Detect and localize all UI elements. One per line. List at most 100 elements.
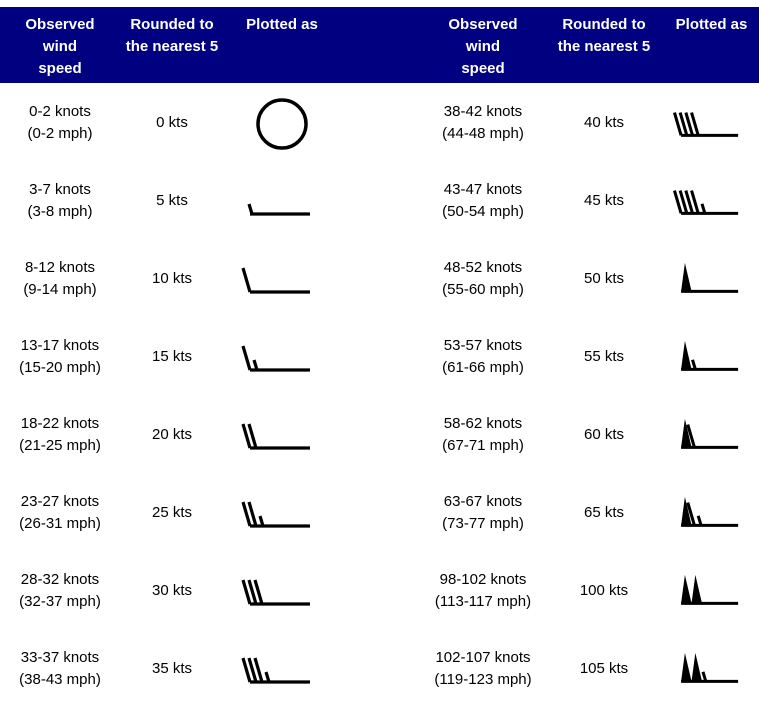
wind-barb-25-icon (241, 501, 310, 528)
observed-knots: 53-57 knots (443, 337, 523, 354)
observed-mph: (113-117 mph) (434, 593, 532, 610)
plotted-symbol-cell (232, 84, 332, 162)
rounded-speed: 105 kts (579, 660, 629, 677)
wind-barb-10-icon (241, 267, 310, 294)
observed-knots: 3-7 knots (29, 181, 91, 198)
table-row: 48-52 knots (55-60 mph) 50 kts (0, 240, 759, 318)
table-row: 102-107 knots (119-123 mph) 105 kts (0, 630, 759, 708)
observed-knots: 0-2 knots (29, 103, 91, 120)
observed-knots: 33-37 knots (20, 649, 100, 666)
observed-knots: 23-27 knots (20, 493, 100, 510)
observed-knots: 43-47 knots (443, 181, 523, 198)
plotted-symbol-cell (232, 318, 332, 396)
header-plotted-right: Plotted as (675, 16, 748, 33)
plotted-symbol-cell (664, 552, 759, 630)
observed-mph: (15-20 mph) (19, 359, 101, 376)
rounded-speed-cell: 105 kts (546, 630, 662, 708)
observed-speed-cell: 98-102 knots (113-117 mph) (424, 552, 542, 630)
table-row: 53-57 knots (61-66 mph) 55 kts (0, 318, 759, 396)
observed-mph: (26-31 mph) (19, 515, 101, 532)
header-rounded-line1: Rounded to (562, 16, 646, 33)
observed-knots: 18-22 knots (20, 415, 100, 432)
rounded-speed: 10 kts (151, 270, 193, 287)
observed-mph: (67-71 mph) (442, 437, 524, 454)
rounded-speed-cell: 50 kts (546, 240, 662, 318)
observed-speed-cell: 8-12 knots (9-14 mph) (4, 240, 116, 318)
table-row: 13-17 knots (15-20 mph) 15 kts (0, 318, 759, 396)
rounded-speed-cell: 55 kts (546, 318, 662, 396)
plotted-symbol-cell (232, 630, 332, 708)
rounded-speed-cell: 45 kts (546, 162, 662, 240)
observed-speed-cell: 102-107 knots (119-123 mph) (424, 630, 542, 708)
wind-barb-105-icon (681, 652, 739, 683)
plotted-symbol-cell (664, 240, 759, 318)
observed-knots: 58-62 knots (443, 415, 523, 432)
rounded-speed: 45 kts (583, 192, 625, 209)
observed-mph: (32-37 mph) (19, 593, 101, 610)
header-observed-line3: speed (461, 60, 505, 77)
table-row: 23-27 knots (26-31 mph) 25 kts (0, 474, 759, 552)
rounded-speed: 35 kts (151, 660, 193, 677)
rounded-speed-cell: 15 kts (114, 318, 230, 396)
table-row: 18-22 knots (21-25 mph) 20 kts (0, 396, 759, 474)
rounded-speed-cell: 0 kts (114, 84, 230, 162)
rounded-speed-cell: 40 kts (546, 84, 662, 162)
wind-barb-50-icon (681, 262, 739, 293)
plotted-symbol-cell (664, 318, 759, 396)
rounded-speed: 5 kts (156, 192, 188, 209)
rounded-speed-cell: 35 kts (114, 630, 230, 708)
plotted-symbol-cell (664, 474, 759, 552)
observed-mph: (61-66 mph) (442, 359, 524, 376)
observed-knots: 63-67 knots (443, 493, 523, 510)
rounded-speed-cell: 60 kts (546, 396, 662, 474)
rounded-speed: 15 kts (151, 348, 193, 365)
observed-knots: 13-17 knots (20, 337, 100, 354)
rounded-speed-cell: 5 kts (114, 162, 230, 240)
header-observed-left: Observed wind speed (4, 7, 116, 83)
header-rounded-right: Rounded to the nearest 5 (546, 7, 662, 83)
rounded-speed: 60 kts (583, 426, 625, 443)
header-rounded-left: Rounded to the nearest 5 (114, 7, 230, 83)
observed-knots: 98-102 knots (439, 571, 527, 588)
wind-barb-5-icon (247, 203, 310, 216)
observed-speed-cell: 0-2 knots (0-2 mph) (4, 84, 116, 162)
observed-mph: (55-60 mph) (442, 281, 524, 298)
plotted-symbol-cell (232, 396, 332, 474)
observed-mph: (73-77 mph) (442, 515, 524, 532)
plotted-symbol-cell (664, 630, 759, 708)
table-row: 98-102 knots (113-117 mph) 100 kts (0, 552, 759, 630)
plotted-symbol-cell (664, 396, 759, 474)
rounded-speed-cell: 10 kts (114, 240, 230, 318)
plotted-symbol-cell (232, 162, 332, 240)
wind-barb-20-icon (241, 423, 310, 450)
observed-mph: (44-48 mph) (442, 125, 524, 142)
header-rounded-line2: the nearest 5 (125, 38, 219, 55)
rounded-speed: 0 kts (156, 114, 188, 131)
rounded-speed-cell: 20 kts (114, 396, 230, 474)
plotted-symbol-cell (664, 84, 759, 162)
observed-mph: (3-8 mph) (27, 203, 93, 220)
calm-circle-icon (256, 98, 308, 150)
table-row: 58-62 knots (67-71 mph) 60 kts (0, 396, 759, 474)
wind-barb-60-icon (681, 418, 739, 449)
header-observed-line1: Observed (25, 16, 95, 33)
table-row: 43-47 knots (50-54 mph) 45 kts (0, 162, 759, 240)
observed-mph: (0-2 mph) (27, 125, 93, 142)
table-row: 63-67 knots (73-77 mph) 65 kts (0, 474, 759, 552)
rounded-speed: 30 kts (151, 582, 193, 599)
header-observed-line3: speed (38, 60, 82, 77)
header-bar (0, 7, 759, 83)
observed-speed-cell: 63-67 knots (73-77 mph) (424, 474, 542, 552)
table-row: 33-37 knots (38-43 mph) 35 kts (0, 630, 759, 708)
table-row: 0-2 knots (0-2 mph) 0 kts (0, 84, 759, 162)
header-observed-line2: wind (465, 38, 501, 55)
table-row: 8-12 knots (9-14 mph) 10 kts (0, 240, 759, 318)
observed-mph: (38-43 mph) (19, 671, 101, 688)
header-rounded-line2: the nearest 5 (557, 38, 651, 55)
header-observed-line2: wind (42, 38, 78, 55)
observed-speed-cell: 18-22 knots (21-25 mph) (4, 396, 116, 474)
wind-barb-15-icon (241, 345, 310, 372)
observed-speed-cell: 33-37 knots (38-43 mph) (4, 630, 116, 708)
header-observed-line1: Observed (448, 16, 518, 33)
observed-speed-cell: 48-52 knots (55-60 mph) (424, 240, 542, 318)
